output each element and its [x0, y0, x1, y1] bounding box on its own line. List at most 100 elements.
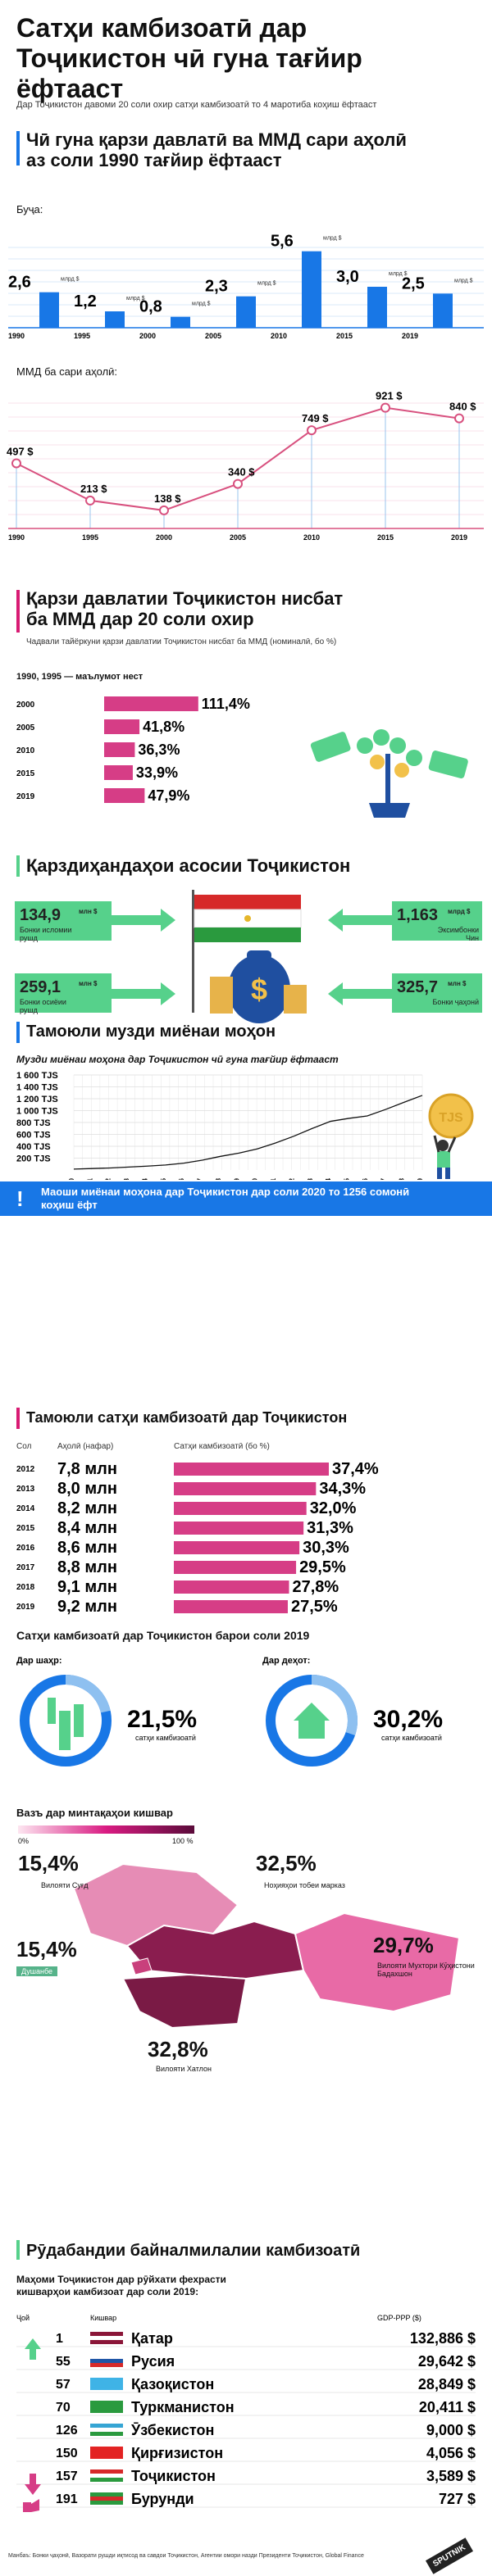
country-name: Бурунди — [131, 2491, 194, 2507]
creditor-unit: млн $ — [448, 980, 467, 987]
y-tick-label: 600 TJS — [16, 1131, 51, 1141]
rank-value: 191 — [56, 2492, 78, 2506]
title-line-2: Тоҷикистон чӣ гуна тағйир — [16, 43, 362, 73]
title-line-3: ёфтааст — [16, 73, 124, 103]
row-year-label: 2010 — [16, 746, 35, 755]
point-value-label: 921 $ — [376, 390, 403, 402]
col-year-header: Сол — [16, 1442, 32, 1451]
wage-note: Маоши миёнаи моҳона дар Тоҷикистон дар с… — [41, 1186, 410, 1211]
country-flag-icon — [90, 2501, 123, 2505]
x-tick-label: 2006 — [178, 1177, 185, 1180]
row-year-label: 2013 — [16, 1485, 35, 1494]
x-tick-label: 2010 — [252, 1177, 259, 1180]
country-flag-icon — [90, 2332, 123, 2336]
data-point — [159, 505, 169, 515]
coin-carrier-illustration: TJS — [428, 1093, 474, 1179]
country-flag-icon — [90, 2428, 123, 2432]
alert-icon: ! — [16, 1186, 24, 1211]
country-name: Қазоқистон — [131, 2376, 214, 2392]
row-population-label: 9,1 млн — [57, 1578, 117, 1596]
col-header: Ҷой — [16, 2314, 30, 2322]
bar-unit-label: млрд $ — [192, 302, 211, 307]
rank-value: 70 — [56, 2401, 71, 2415]
x-tick-label: 2000 — [68, 1177, 75, 1180]
creditor-name: Бонки исломии рушд — [20, 926, 72, 942]
data-point — [307, 425, 317, 436]
debt-heading: Чӣ гуна қарзи давлатӣ ва ММД сари аҳолӣ … — [26, 129, 407, 171]
creditors-heading: Қарздиҳандаҳои асосии Тоҷикистон — [26, 855, 351, 876]
x-tick-label: 2014 — [325, 1177, 332, 1180]
regions-heading: Вазъ дар минтақаҳои кишвар — [16, 1807, 173, 1819]
row-population-label: 8,4 млн — [57, 1519, 117, 1537]
bar-value-label: 29,5% — [299, 1558, 346, 1576]
x-tick-label: 2019 — [417, 1177, 424, 1180]
ratio-bar — [104, 765, 133, 780]
donut-caption: сатҳи камбизоатӣ — [135, 1734, 196, 1742]
bar-value-label: 37,4% — [332, 1460, 379, 1478]
urban-rural-heading: Сатҳи камбизоатӣ дар Тоҷикистон барои со… — [16, 1629, 310, 1642]
country-flag-icon — [90, 2451, 123, 2455]
region-value: 32,8% — [148, 2037, 208, 2061]
bar-unit-label: млрд $ — [257, 281, 276, 287]
country-flag-icon — [90, 2478, 123, 2482]
row-year-label: 2000 — [16, 701, 35, 710]
rank-value: 157 — [56, 2469, 78, 2483]
x-tick-label: 2007 — [197, 1177, 204, 1180]
point-value-label: 340 $ — [228, 466, 255, 478]
creditor-amount: 325,7 — [397, 978, 439, 996]
ranking-subheading: Маҳоми Тоҷикистон дар рӯйхати фехрасти к… — [16, 2274, 226, 2297]
budget-bar — [39, 292, 59, 328]
creditor-box: 259,1 млн $ Бонки осиёии рушд — [15, 973, 112, 1014]
country-flag-icon — [90, 2382, 123, 2386]
ratio-bar — [104, 696, 198, 711]
x-tick-label: 2012 — [288, 1177, 295, 1180]
region-name-badge: Душанбе — [16, 1966, 58, 1976]
x-tick-label: 2002 — [105, 1177, 112, 1180]
bar-unit-label: млрд $ — [126, 296, 145, 302]
creditor-box: 1,163 млрд $ Эксимбонки Чин — [392, 901, 482, 942]
donut-slice — [311, 1675, 358, 1735]
country-name: Тоҷикистон — [131, 2468, 216, 2484]
country-flag-icon — [90, 2432, 123, 2436]
country-name: Қатар — [131, 2330, 173, 2347]
ratio-heading: Қарзи давлатии Тоҷикистон нисбат ба ММД … — [26, 588, 343, 630]
poverty-bar — [174, 1561, 297, 1574]
gdp-value: 20,411 $ — [419, 2399, 476, 2415]
city-icon — [48, 1698, 56, 1724]
x-tick-label: 2001 — [86, 1177, 93, 1180]
row-year-label: 2012 — [16, 1465, 35, 1474]
tajikistan-map — [72, 1862, 461, 2028]
x-tick-label: 2016 — [362, 1177, 369, 1180]
page-title: Сатҳи камбизоатӣ дар Тоҷикистон чӣ гуна … — [16, 13, 484, 103]
page-subtitle: Дар Тоҷикистон давоми 20 соли охир сатҳи… — [16, 100, 377, 110]
budget-bar — [302, 251, 321, 328]
row-population-label: 7,8 млн — [57, 1460, 117, 1478]
bar-value-label: 47,9% — [148, 787, 189, 804]
point-value-label: 840 $ — [449, 401, 476, 413]
donut-caption: сатҳи камбизоатӣ — [381, 1734, 442, 1742]
x-tick-label: 1995 — [82, 533, 98, 542]
thumbs-down-icon — [23, 2499, 39, 2512]
x-tick-label: 2019 — [451, 533, 467, 542]
poverty-bar — [174, 1482, 317, 1495]
donut-value-label: 30,2% — [373, 1706, 443, 1733]
bar-value-label: 33,9% — [136, 764, 178, 781]
ratio-bar — [104, 788, 145, 803]
col-header: GDP-PPP ($) — [377, 2314, 421, 2322]
region-value: 29,7% — [373, 1933, 434, 1957]
house-icon — [294, 1703, 330, 1721]
country-flag-icon — [90, 2405, 123, 2409]
row-year-label: 2019 — [16, 792, 35, 801]
point-value-label: 749 $ — [302, 412, 329, 424]
donut-value-label: 21,5% — [127, 1706, 197, 1733]
gdp-value: 3,589 $ — [426, 2468, 476, 2484]
svg-text:$: $ — [251, 973, 267, 1006]
row-year-label: 2015 — [16, 1524, 35, 1533]
x-tick-label: 2004 — [141, 1177, 148, 1180]
row-year-label: 2019 — [16, 1603, 35, 1612]
ranking-marker — [16, 2240, 20, 2260]
poverty-marker — [16, 1408, 20, 1429]
creditor-unit: млн $ — [79, 908, 98, 915]
scale-min: 0% — [18, 1837, 30, 1845]
